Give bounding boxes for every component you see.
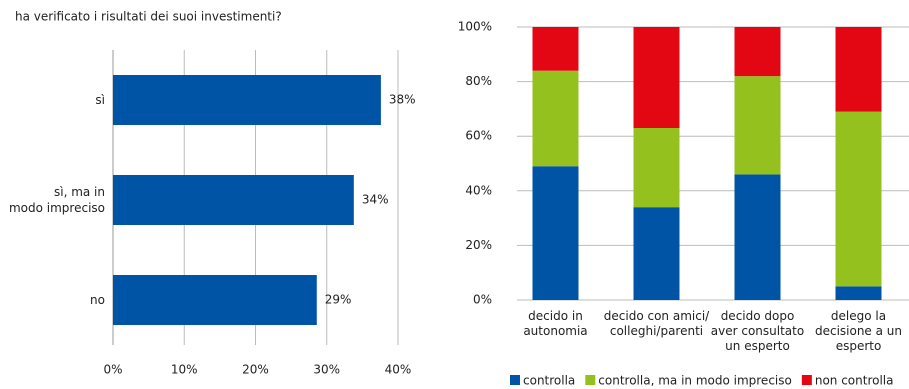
bar-segment [734,174,781,300]
x-tick-label: 30% [313,363,340,377]
y-tick-label: sì [95,93,105,107]
bar [113,175,354,225]
label-line: no [90,293,105,307]
legend-label: controlla [523,374,575,388]
label-line: delego la [831,309,886,323]
data-label: 34% [362,193,389,207]
bar-segment [734,27,781,77]
y-tick-label: no [90,293,105,307]
bar-segment [734,76,781,175]
bar-segment [532,27,579,71]
x-tick-label: decido dopo aver consultato un esperto [711,309,804,353]
legend-swatch [585,375,596,385]
x-tick-label: delego la decisione a un esperto [815,309,902,353]
label-line: colleghi/parenti [610,324,703,338]
label-line: sì [95,93,105,107]
x-tick-label: 20% [242,363,269,377]
legend-label: non controlla [815,374,894,388]
label-line: decido dopo [721,309,795,323]
x-tick-label: 0% [103,363,122,377]
data-label: 38% [389,93,416,107]
label-line: sì, ma in [54,185,105,199]
y-tick-label: 100% [458,20,492,34]
label-line: un esperto [725,339,790,353]
legend-label: controlla, ma in modo impreciso [598,374,792,388]
bar-segment [532,166,579,300]
legend-swatch [510,375,520,385]
legend-swatch [801,375,812,385]
y-tick-label: 60% [465,129,492,143]
data-label: 29% [325,293,352,307]
chart-title: ha verificato i risultati dei suoi inves… [15,10,282,24]
y-tick-label: sì, ma in modo impreciso [9,185,105,215]
y-tick-label: 0% [473,293,492,307]
bar-segment [835,27,882,112]
bar [113,75,381,125]
y-tick-label: 80% [465,74,492,88]
y-tick-label: 20% [465,238,492,252]
y-tick-label: 40% [465,183,492,197]
label-line: modo impreciso [9,201,105,215]
x-tick-label: decido con amici/colleghi/parenti [604,309,710,338]
label-line: decisione a un [815,324,902,338]
x-tick-label: 10% [171,363,198,377]
label-line: decido con amici/ [604,309,710,323]
label-line: aver consultato [711,324,804,338]
bar-segment [835,111,882,287]
x-tick-label: decido in autonomia [523,309,587,338]
bar [113,275,317,325]
label-line: decido in [528,309,583,323]
label-line: autonomia [523,324,587,338]
bar-segment [633,27,680,129]
bar-segment [532,70,579,167]
bar-segment [633,128,680,208]
bar-segment [633,207,680,300]
label-line: esperto [836,339,882,353]
bar-segment [835,286,882,300]
x-tick-label: 40% [385,363,412,377]
